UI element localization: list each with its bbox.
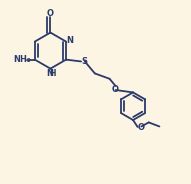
Text: N: N	[66, 36, 73, 45]
Text: O: O	[112, 85, 119, 94]
Text: O: O	[47, 9, 54, 18]
Text: S: S	[81, 57, 87, 66]
Text: H: H	[50, 69, 56, 78]
Text: O: O	[138, 123, 144, 132]
Text: NH₂: NH₂	[14, 55, 31, 64]
Text: N: N	[46, 69, 53, 78]
